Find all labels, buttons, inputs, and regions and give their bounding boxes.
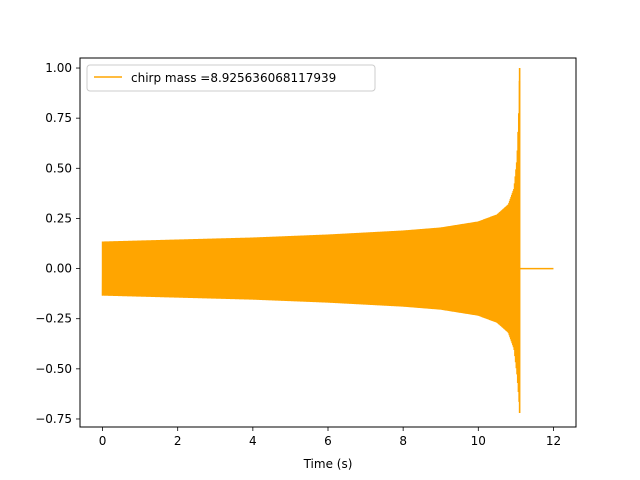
y-tick-label: −0.25 xyxy=(35,312,72,326)
series-line-chirp xyxy=(101,80,521,402)
y-tick-label: −0.75 xyxy=(35,412,72,426)
legend: chirp mass =8.925636068117939 xyxy=(86,64,376,92)
legend-box xyxy=(86,64,376,92)
y-tick-label: 0.00 xyxy=(45,262,72,276)
x-axis-ticks: 0 2 4 6 8 10 12 xyxy=(99,427,561,448)
x-tick-label: 4 xyxy=(249,434,257,448)
y-tick-label: 1.00 xyxy=(45,61,72,75)
y-tick-label: 0.50 xyxy=(45,161,72,175)
y-tick-label: 0.75 xyxy=(45,111,72,125)
x-axis-label: Time (s) xyxy=(303,457,353,471)
y-tick-label: −0.50 xyxy=(35,362,72,376)
x-tick-label: 12 xyxy=(546,434,561,448)
x-tick-label: 10 xyxy=(471,434,486,448)
x-tick-label: 2 xyxy=(174,434,182,448)
x-tick-label: 6 xyxy=(324,434,332,448)
y-axis-ticks: −0.75 −0.50 −0.25 0.00 0.25 0.50 0.75 1.00 xyxy=(35,61,80,426)
series-layer xyxy=(101,68,554,413)
legend-label: chirp mass =8.925636068117939 xyxy=(131,71,336,85)
y-tick-label: 0.25 xyxy=(45,211,72,225)
x-tick-label: 8 xyxy=(399,434,407,448)
x-tick-label: 0 xyxy=(99,434,107,448)
